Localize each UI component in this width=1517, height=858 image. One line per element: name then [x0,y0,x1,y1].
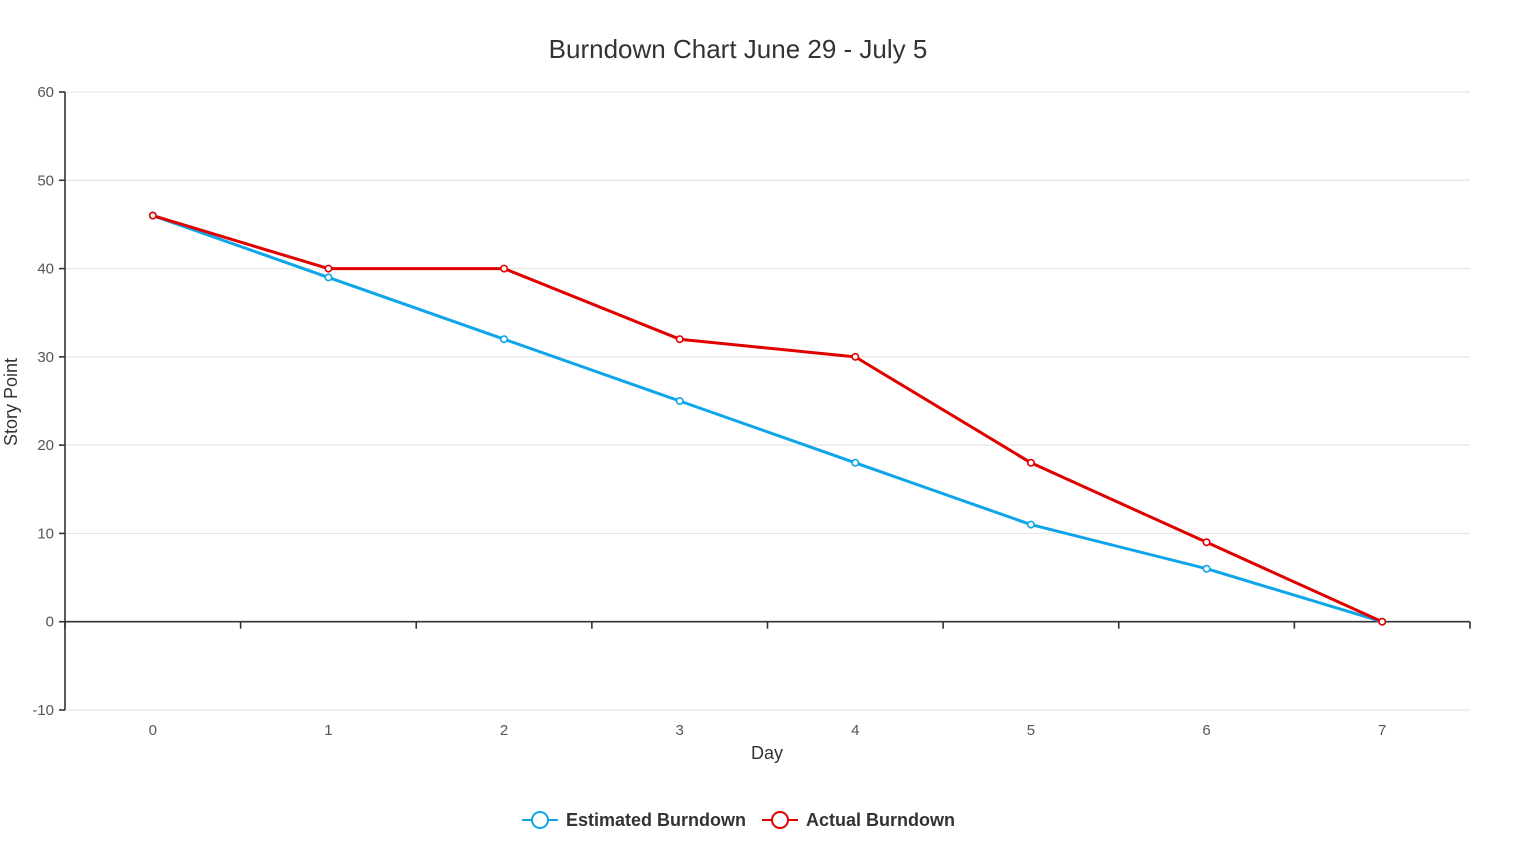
data-point-estimated[interactable] [1026,520,1035,529]
legend-label: Actual Burndown [806,810,955,830]
data-point-actual[interactable] [675,335,684,344]
data-point-estimated[interactable] [324,273,333,282]
legend-marker-swatch [531,811,549,829]
y-axis-title: Story Point [1,358,21,446]
y-tick-label: 40 [37,261,54,278]
y-tick-label: 0 [46,614,54,631]
data-point-actual[interactable] [1378,617,1387,626]
data-point-actual[interactable] [1202,538,1211,547]
series-line-actual [152,214,1383,624]
axes [59,91,1471,711]
y-tick-label: -10 [32,702,54,719]
legend-item-estimated[interactable]: Estimated Burndown [522,810,746,830]
chart-title: Burndown Chart June 29 - July 5 [549,34,928,64]
gridlines [65,91,1470,711]
y-tick-label: 60 [37,84,54,101]
data-point-actual[interactable] [851,352,860,361]
x-tick-label: 0 [149,722,157,739]
x-tick-label: 6 [1202,722,1210,739]
legend-label: Estimated Burndown [566,810,746,830]
x-tick-label: 4 [851,722,859,739]
data-point-estimated[interactable] [851,458,860,467]
data-point-actual[interactable] [500,264,509,273]
x-axis-title: Day [751,743,783,763]
data-point-estimated[interactable] [675,396,684,405]
x-tick-label: 5 [1027,722,1035,739]
legend-item-actual[interactable]: Actual Burndown [762,810,955,830]
data-point-estimated[interactable] [500,335,509,344]
x-tick-label: 1 [324,722,332,739]
y-tick-label: 30 [37,349,54,366]
tick-labels: 60 50 40 30 20 10 0 -10 0 1 2 3 4 5 6 7 [32,84,1386,739]
series [148,211,1387,626]
data-point-actual[interactable] [148,211,157,220]
x-tick-label: 7 [1378,722,1386,739]
legend[interactable]: Estimated Burndown Actual Burndown [522,810,955,830]
data-point-actual[interactable] [1026,458,1035,467]
legend-marker-swatch [771,811,789,829]
data-point-estimated[interactable] [1202,564,1211,573]
x-tick-label: 3 [676,722,684,739]
data-point-actual[interactable] [324,264,333,273]
x-tick-label: 2 [500,722,508,739]
y-tick-label: 20 [37,437,54,454]
series-line-estimated [152,214,1383,624]
y-tick-label: 10 [37,525,54,542]
y-tick-label: 50 [37,172,54,189]
